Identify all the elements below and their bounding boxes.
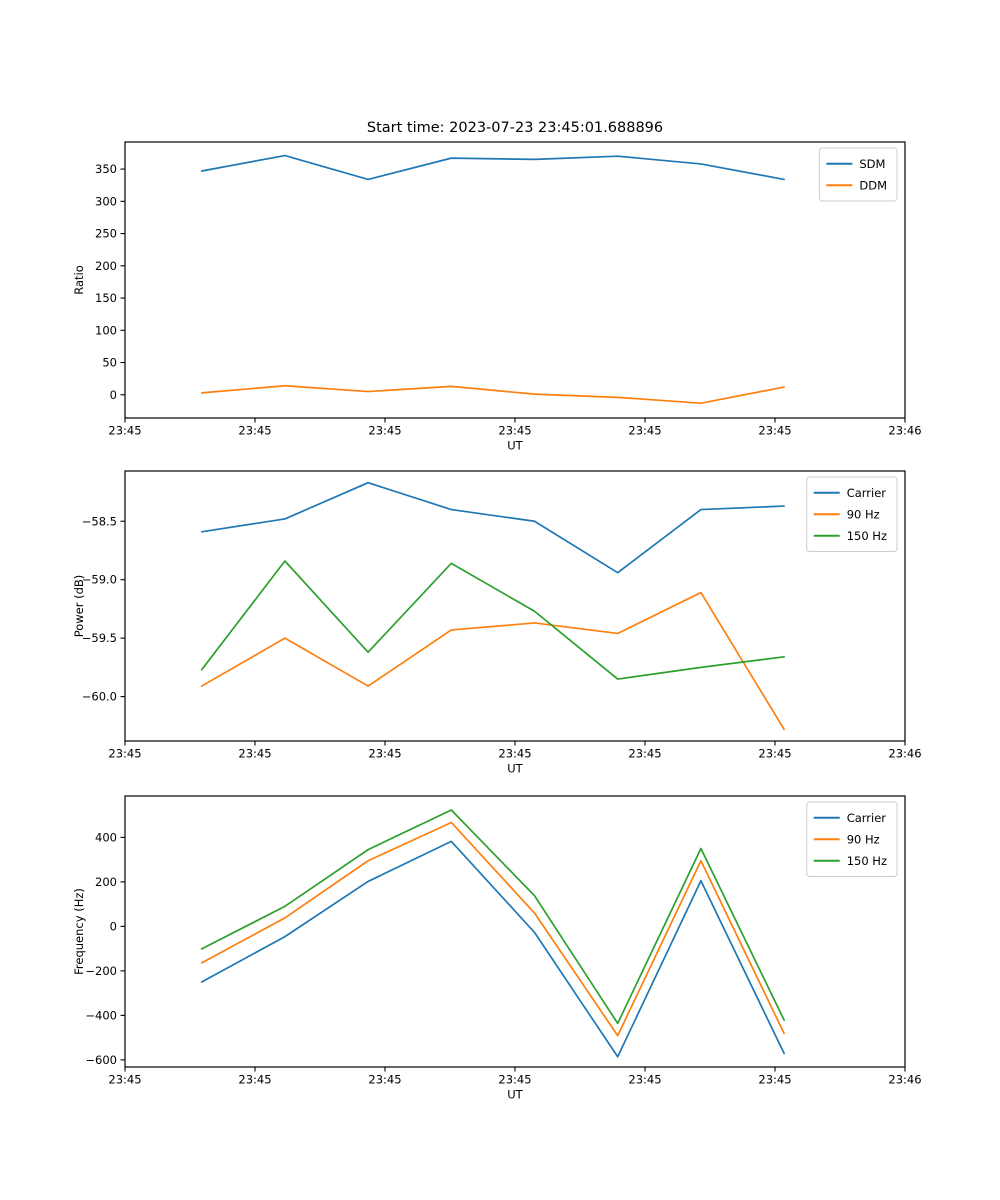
series-line-150-hz [200, 809, 785, 1025]
y-tick-label: 50 [102, 356, 117, 370]
legend: Carrier 90 Hz 150 Hz [806, 801, 898, 877]
series-line-sdm [200, 154, 785, 181]
plot-frame [124, 795, 906, 1068]
legend-label: SDM [859, 157, 885, 171]
x-tick-label: 23:45 [368, 1073, 401, 1087]
series-line-carrier [200, 481, 785, 574]
legend-box [806, 801, 898, 877]
y-tick-label: 300 [95, 194, 117, 208]
legend-box [818, 147, 898, 202]
y-tick-label: −600 [85, 1053, 117, 1067]
x-axis: 23:45 23:45 23:45 23:45 23:45 23:45 23:46 UT [108, 1067, 922, 1102]
y-tick-label: 150 [95, 291, 117, 305]
x-tick-label: 23:45 [368, 747, 401, 761]
ratio-plot: 23:45 23:45 23:45 23:45 23:45 23:45 23:46 UT 0 50… [72, 141, 922, 453]
legend-label: 150 Hz [847, 529, 887, 543]
series-line-90-hz [200, 591, 785, 731]
legend-label: DDM [859, 178, 887, 192]
y-tick-label: −58.5 [82, 514, 117, 528]
y-axis: 0 50 100 150 200 250 300 350 Ratio [72, 162, 125, 402]
y-axis-label: Power (dB) [72, 575, 86, 638]
y-tick-label: −60.0 [82, 690, 117, 704]
legend-box [806, 476, 898, 552]
y-tick-label: 0 [110, 919, 117, 933]
series-line-carrier [200, 840, 785, 1058]
y-tick-label: 200 [95, 259, 117, 273]
x-axis-label: UT [507, 439, 523, 453]
legend-label: 90 Hz [847, 832, 880, 846]
legend-label: Carrier [847, 486, 887, 500]
y-tick-label: −400 [85, 1008, 117, 1022]
chart-canvas: 23:45 23:45 23:45 23:45 23:45 23:45 23:46 UT 0 50… [72, 141, 922, 453]
power-plot: 23:45 23:45 23:45 23:45 23:45 23:45 23:46 UT −60… [72, 470, 922, 776]
y-tick-label: −59.0 [82, 573, 117, 587]
chart-title: Start time: 2023-07-23 23:45:01.688896 [366, 120, 664, 136]
chart-canvas: 23:45 23:45 23:45 23:45 23:45 23:45 23:46 UT −60… [72, 470, 922, 776]
x-axis: 23:45 23:45 23:45 23:45 23:45 23:45 23:46 UT [108, 418, 922, 453]
y-tick-label: 350 [95, 162, 117, 176]
x-tick-label: 23:45 [368, 424, 401, 438]
x-tick-label: 23:45 [498, 424, 531, 438]
x-tick-label: 23:45 [758, 424, 791, 438]
x-tick-label: 23:45 [498, 747, 531, 761]
x-tick-label: 23:45 [238, 1073, 271, 1087]
chart-canvas: 23:45 23:45 23:45 23:45 23:45 23:45 23:46 UT −60… [72, 795, 922, 1102]
x-tick-label: 23:46 [888, 1073, 921, 1087]
x-tick-label: 23:45 [498, 1073, 531, 1087]
y-tick-label: −200 [85, 964, 117, 978]
y-axis-label: Frequency (Hz) [72, 888, 86, 975]
y-tick-label: 400 [95, 830, 117, 844]
y-axis: −600 −400 −200 0 200 400 Frequency (Hz) [72, 830, 125, 1067]
plot-frame [124, 141, 906, 419]
x-tick-label: 23:45 [628, 747, 661, 761]
x-tick-label: 23:45 [108, 424, 141, 438]
plot-frame [124, 470, 906, 742]
legend: SDM DDM [818, 147, 898, 202]
legend: Carrier 90 Hz 150 Hz [806, 476, 898, 552]
x-tick-label: 23:45 [108, 747, 141, 761]
x-axis-label: UT [507, 762, 523, 776]
y-axis-label: Ratio [72, 265, 86, 295]
legend-label: Carrier [847, 811, 887, 825]
x-tick-label: 23:45 [628, 424, 661, 438]
x-tick-label: 23:45 [238, 424, 271, 438]
x-axis-label: UT [507, 1088, 523, 1102]
y-tick-label: 100 [95, 323, 117, 337]
series-line-150-hz [200, 560, 785, 680]
legend-label: 150 Hz [847, 854, 887, 868]
y-axis: −60.0 −59.5 −59.0 −58.5 Power (dB) [72, 514, 125, 704]
series-line-90-hz [200, 821, 785, 1037]
x-tick-label: 23:45 [238, 747, 271, 761]
x-tick-label: 23:45 [758, 1073, 791, 1087]
x-axis: 23:45 23:45 23:45 23:45 23:45 23:45 23:46 UT [108, 741, 922, 776]
legend-label: 90 Hz [847, 507, 880, 521]
y-tick-label: 200 [95, 875, 117, 889]
x-tick-label: 23:46 [888, 747, 921, 761]
y-tick-label: −59.5 [82, 631, 117, 645]
x-tick-label: 23:45 [108, 1073, 141, 1087]
x-tick-label: 23:45 [628, 1073, 661, 1087]
frequency-plot: 23:45 23:45 23:45 23:45 23:45 23:45 23:46 UT −60… [72, 795, 922, 1102]
series-line-ddm [200, 384, 785, 405]
x-tick-label: 23:45 [758, 747, 791, 761]
y-tick-label: 0 [110, 388, 117, 402]
x-tick-label: 23:46 [888, 424, 921, 438]
y-tick-label: 250 [95, 227, 117, 241]
